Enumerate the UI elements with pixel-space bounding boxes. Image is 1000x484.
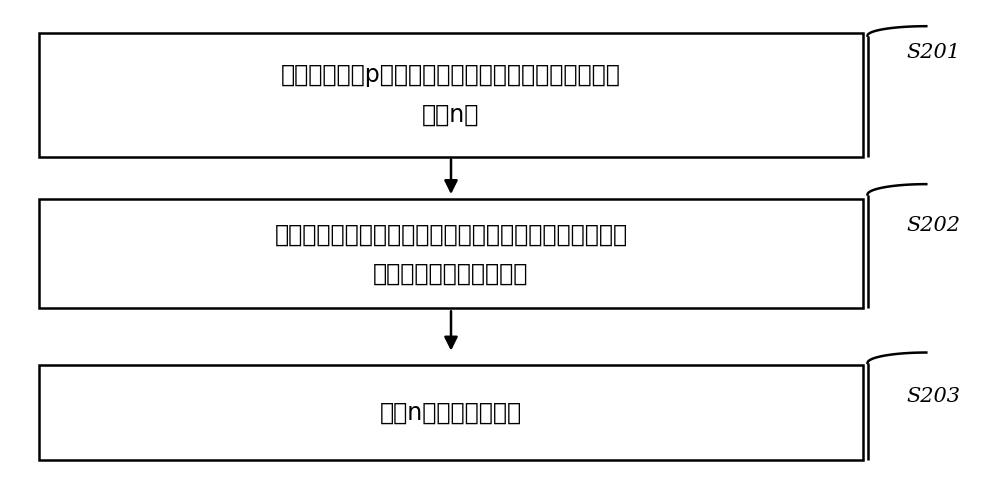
Text: S201: S201 (907, 43, 961, 62)
FancyBboxPatch shape (39, 33, 863, 157)
FancyBboxPatch shape (39, 365, 863, 460)
Text: 计算n端内的施肥时间: 计算n端内的施肥时间 (380, 401, 522, 425)
Text: S202: S202 (907, 216, 961, 235)
Text: 获取根系形参p，计算单个渗灌坑从地表到渗灌坑底部
分成n段: 获取根系形参p，计算单个渗灌坑从地表到渗灌坑底部 分成n段 (281, 63, 621, 126)
Text: 计算地表各段对应的图形面积所占百分比，计算从开始至
最后各段施肥所占百分比: 计算地表各段对应的图形面积所占百分比，计算从开始至 最后各段施肥所占百分比 (274, 222, 628, 286)
FancyBboxPatch shape (39, 199, 863, 308)
Text: S203: S203 (907, 387, 961, 406)
